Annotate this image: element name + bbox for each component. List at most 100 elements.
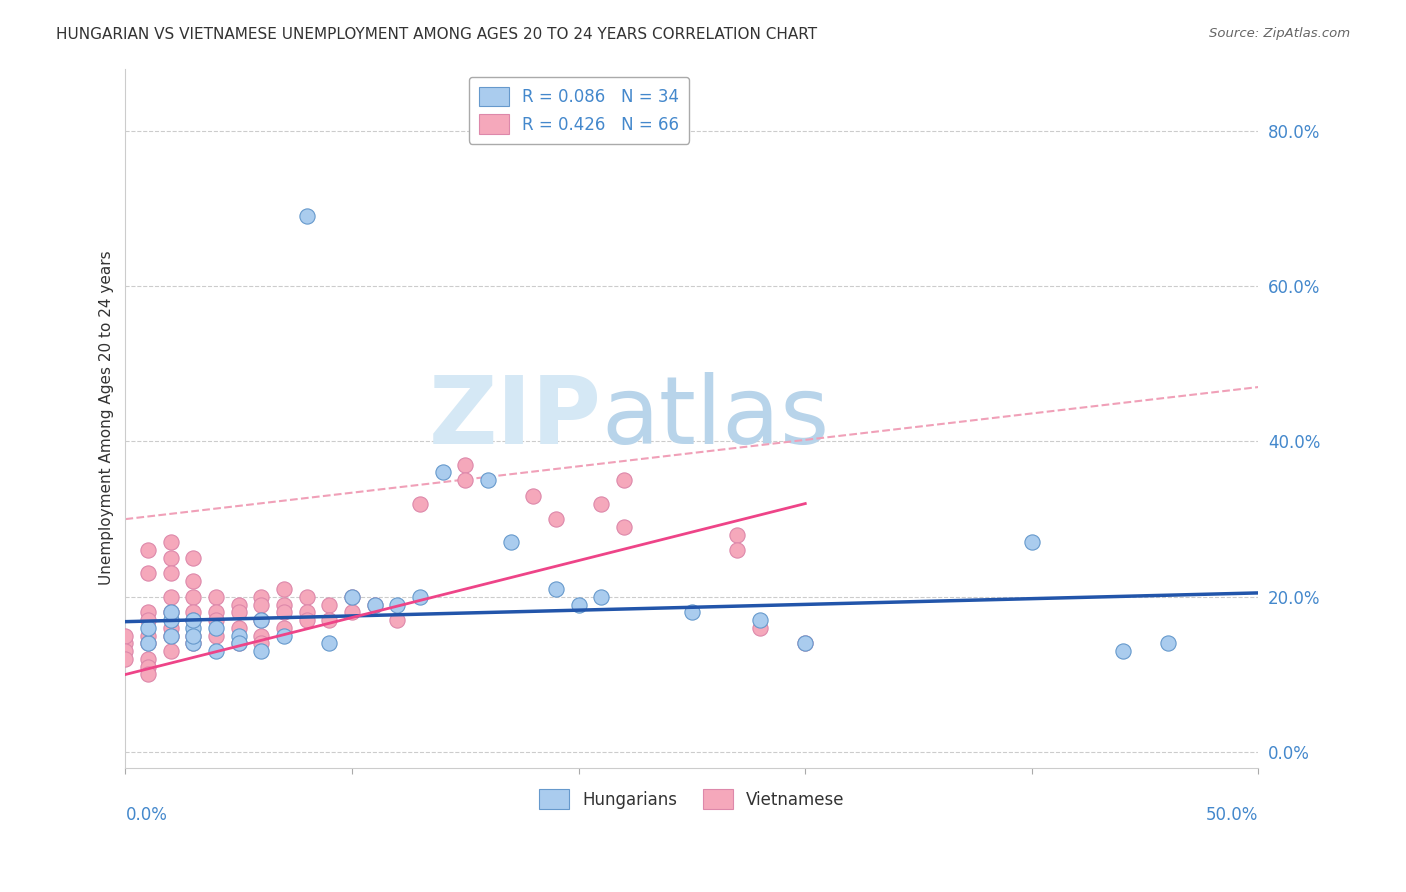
Point bbox=[568, 598, 591, 612]
Point bbox=[340, 590, 363, 604]
Point bbox=[136, 629, 159, 643]
Point bbox=[1021, 535, 1043, 549]
Point bbox=[749, 613, 772, 627]
Point bbox=[1111, 644, 1133, 658]
Point bbox=[159, 551, 181, 566]
Point bbox=[273, 621, 295, 635]
Point bbox=[544, 512, 567, 526]
Point bbox=[228, 636, 250, 650]
Point bbox=[228, 621, 250, 635]
Point bbox=[273, 582, 295, 596]
Point bbox=[544, 582, 567, 596]
Point bbox=[318, 613, 340, 627]
Point bbox=[340, 590, 363, 604]
Point bbox=[136, 605, 159, 619]
Point bbox=[159, 590, 181, 604]
Point bbox=[613, 473, 636, 487]
Point bbox=[591, 497, 613, 511]
Point bbox=[364, 598, 387, 612]
Point bbox=[387, 613, 409, 627]
Point bbox=[136, 621, 159, 635]
Point bbox=[159, 605, 181, 619]
Point bbox=[205, 621, 228, 635]
Point bbox=[250, 644, 273, 658]
Point bbox=[273, 598, 295, 612]
Point bbox=[228, 598, 250, 612]
Point bbox=[114, 652, 136, 666]
Point bbox=[681, 605, 703, 619]
Point bbox=[250, 613, 273, 627]
Point bbox=[205, 629, 228, 643]
Point bbox=[250, 590, 273, 604]
Point bbox=[250, 613, 273, 627]
Point bbox=[183, 605, 205, 619]
Point bbox=[228, 605, 250, 619]
Point bbox=[295, 209, 318, 223]
Point bbox=[136, 566, 159, 581]
Point bbox=[522, 489, 544, 503]
Point bbox=[749, 621, 772, 635]
Point bbox=[499, 535, 522, 549]
Point bbox=[477, 473, 499, 487]
Point bbox=[794, 636, 817, 650]
Point bbox=[205, 644, 228, 658]
Text: ZIP: ZIP bbox=[429, 372, 602, 464]
Point bbox=[250, 629, 273, 643]
Point bbox=[136, 659, 159, 673]
Point bbox=[183, 629, 205, 643]
Point bbox=[136, 652, 159, 666]
Point bbox=[725, 527, 748, 541]
Point bbox=[114, 636, 136, 650]
Point bbox=[250, 598, 273, 612]
Point bbox=[183, 574, 205, 589]
Point bbox=[183, 636, 205, 650]
Point bbox=[613, 520, 636, 534]
Point bbox=[318, 636, 340, 650]
Text: atlas: atlas bbox=[602, 372, 830, 464]
Point bbox=[273, 629, 295, 643]
Point bbox=[725, 543, 748, 558]
Point bbox=[454, 458, 477, 472]
Point bbox=[114, 644, 136, 658]
Point bbox=[183, 621, 205, 635]
Point bbox=[295, 590, 318, 604]
Point bbox=[340, 605, 363, 619]
Point bbox=[295, 613, 318, 627]
Point bbox=[250, 636, 273, 650]
Legend: Hungarians, Vietnamese: Hungarians, Vietnamese bbox=[533, 782, 851, 815]
Point bbox=[159, 644, 181, 658]
Point bbox=[409, 497, 432, 511]
Point bbox=[159, 629, 181, 643]
Point bbox=[205, 605, 228, 619]
Point bbox=[228, 636, 250, 650]
Point bbox=[159, 621, 181, 635]
Point bbox=[159, 566, 181, 581]
Point bbox=[183, 629, 205, 643]
Point bbox=[387, 598, 409, 612]
Point bbox=[409, 590, 432, 604]
Text: HUNGARIAN VS VIETNAMESE UNEMPLOYMENT AMONG AGES 20 TO 24 YEARS CORRELATION CHART: HUNGARIAN VS VIETNAMESE UNEMPLOYMENT AMO… bbox=[56, 27, 817, 42]
Point bbox=[136, 613, 159, 627]
Point bbox=[159, 605, 181, 619]
Point bbox=[114, 629, 136, 643]
Point bbox=[454, 473, 477, 487]
Point bbox=[228, 629, 250, 643]
Point bbox=[136, 543, 159, 558]
Point bbox=[183, 590, 205, 604]
Point bbox=[136, 636, 159, 650]
Point bbox=[159, 613, 181, 627]
Point bbox=[159, 535, 181, 549]
Text: 50.0%: 50.0% bbox=[1206, 806, 1258, 824]
Point bbox=[183, 551, 205, 566]
Point bbox=[295, 605, 318, 619]
Point bbox=[273, 605, 295, 619]
Text: Source: ZipAtlas.com: Source: ZipAtlas.com bbox=[1209, 27, 1350, 40]
Point bbox=[205, 613, 228, 627]
Point bbox=[136, 636, 159, 650]
Point bbox=[183, 636, 205, 650]
Point bbox=[364, 598, 387, 612]
Point bbox=[432, 466, 454, 480]
Point bbox=[318, 598, 340, 612]
Point bbox=[1157, 636, 1180, 650]
Y-axis label: Unemployment Among Ages 20 to 24 years: Unemployment Among Ages 20 to 24 years bbox=[100, 251, 114, 585]
